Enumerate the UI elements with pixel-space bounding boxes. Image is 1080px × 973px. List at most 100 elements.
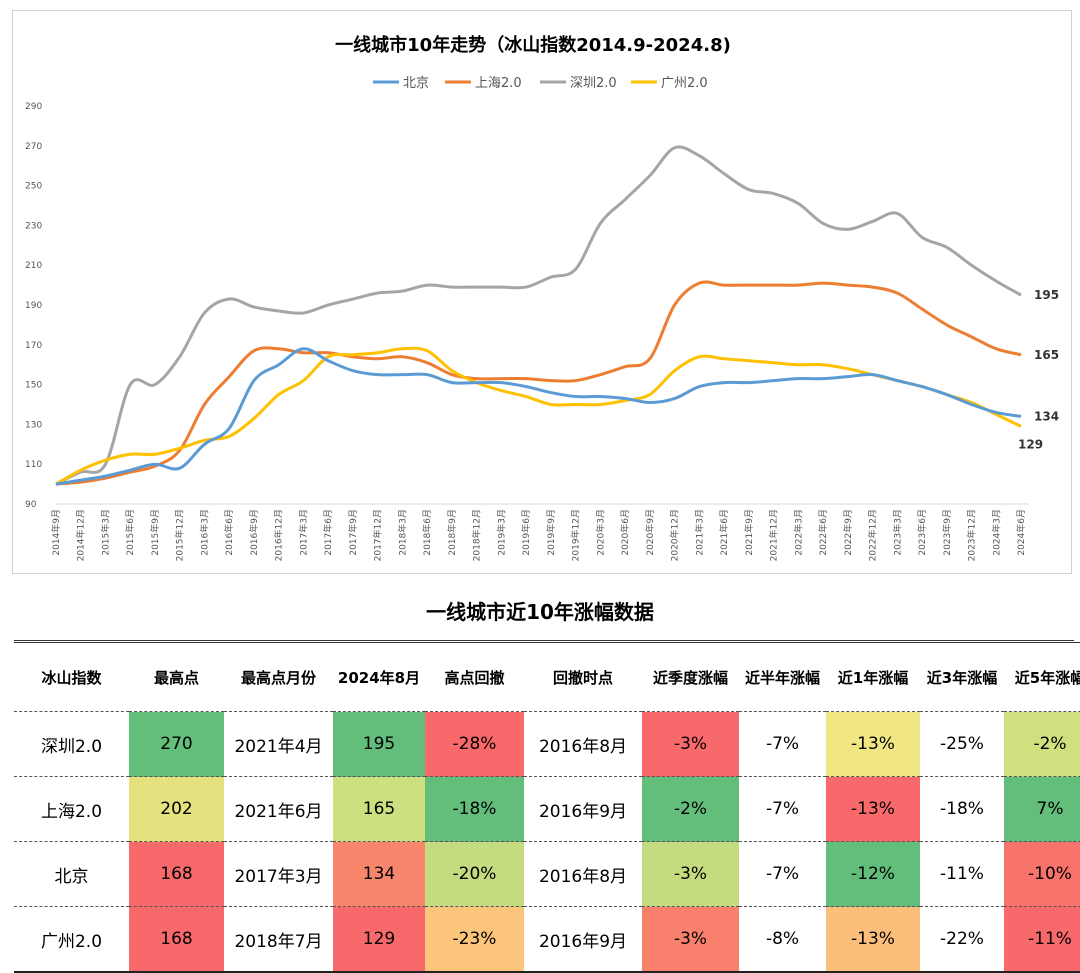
x-tick-label: 2017年6月 <box>322 509 334 556</box>
table-cell: 2016年9月 <box>524 906 642 973</box>
x-tick-label: 2023年9月 <box>941 509 953 556</box>
column-header: 2024年8月 <box>333 642 425 712</box>
y-tick-label: 150 <box>25 381 42 391</box>
table-body: 深圳2.0 270 2021年4月 195 -28% 2016年8月 -3% -7% -13% -… <box>14 711 1080 973</box>
table-cell: -3% <box>642 906 739 973</box>
series-line <box>55 347 1022 486</box>
column-header: 最高点 <box>129 642 224 712</box>
table-cell: -11% <box>920 841 1004 907</box>
plot-area: 195 165 129 134 <box>55 145 1059 486</box>
x-tick-label: 2015年6月 <box>124 509 136 556</box>
table-cell: -11% <box>1004 906 1080 973</box>
x-tick-label: 2015年3月 <box>99 509 111 556</box>
y-tick-label: 270 <box>25 142 42 152</box>
x-axis: 2014年9月 2014年12月 2015年3月 2015年6月 2015年9月 2015… <box>50 503 1029 561</box>
table-cell: -7% <box>739 776 826 842</box>
series-line <box>55 346 1022 486</box>
table-cell: 深圳2.0 <box>14 711 129 777</box>
legend-label: 北京 <box>403 76 429 91</box>
table-cell: 129 <box>333 906 425 973</box>
y-tick-label: 190 <box>25 301 42 311</box>
table-row: 上海2.0 202 2021年6月 165 -18% 2016年9月 -2% -7% -13% -… <box>14 776 1080 842</box>
x-tick-label: 2024年6月 <box>1015 509 1027 556</box>
x-tick-label: 2021年9月 <box>743 509 755 556</box>
table-cell: -8% <box>739 906 826 973</box>
table-cell: 7% <box>1004 776 1080 842</box>
table-cell: 广州2.0 <box>14 906 129 973</box>
table-top-rule <box>14 640 1074 641</box>
x-tick-label: 2017年3月 <box>297 509 309 556</box>
x-tick-label: 2023年12月 <box>966 509 978 561</box>
y-tick-label: 210 <box>25 261 42 271</box>
x-tick-label: 2020年3月 <box>594 509 606 556</box>
x-tick-label: 2014年9月 <box>50 509 62 556</box>
table-cell: -7% <box>739 841 826 907</box>
x-tick-label: 2020年12月 <box>669 509 681 561</box>
table-cell: 168 <box>129 906 224 973</box>
column-header: 近1年涨幅 <box>826 642 920 712</box>
chart-panel: 一线城市10年走势（冰山指数2014.9-2024.8) 北京 上海2.0 深圳2.… <box>12 10 1072 574</box>
x-tick-label: 2018年6月 <box>421 509 433 556</box>
x-tick-label: 2018年9月 <box>446 509 458 556</box>
series-end-label: 195 <box>1034 288 1059 302</box>
table-cell: 134 <box>333 841 425 907</box>
legend-label: 上海2.0 <box>475 76 522 91</box>
table-cell: -10% <box>1004 841 1080 907</box>
x-tick-label: 2022年9月 <box>842 509 854 556</box>
series-end-label: 129 <box>1018 437 1043 451</box>
x-tick-label: 2021年6月 <box>718 509 730 556</box>
table-cell: 北京 <box>14 841 129 907</box>
chart-title: 一线城市10年走势（冰山指数2014.9-2024.8) <box>335 34 731 56</box>
y-tick-label: 250 <box>25 182 42 192</box>
table-cell: -3% <box>642 711 739 777</box>
table-cell: -22% <box>920 906 1004 973</box>
x-tick-label: 2020年6月 <box>619 509 631 556</box>
data-table: 冰山指数 最高点 最高点月份 2024年8月 高点回撤 回撤时点 近季度涨幅 近半年涨幅 近1年… <box>14 642 1080 973</box>
x-tick-label: 2022年6月 <box>817 509 829 556</box>
column-header: 近5年涨幅 <box>1004 642 1080 712</box>
legend-label: 深圳2.0 <box>570 76 617 91</box>
table-cell: 2016年8月 <box>524 841 642 907</box>
table-cell: 165 <box>333 776 425 842</box>
table-cell: 270 <box>129 711 224 777</box>
x-tick-label: 2022年12月 <box>867 509 879 561</box>
table-cell: 2021年4月 <box>224 711 333 777</box>
table-cell: 2016年8月 <box>524 711 642 777</box>
y-tick-label: 290 <box>25 102 42 112</box>
x-tick-label: 2023年3月 <box>891 509 903 556</box>
chart-legend: 北京 上海2.0 深圳2.0 广州2.0 <box>373 76 708 91</box>
table-cell: -18% <box>425 776 524 842</box>
legend-label: 广州2.0 <box>661 76 708 91</box>
x-tick-label: 2018年3月 <box>396 509 408 556</box>
y-tick-label: 230 <box>25 221 42 231</box>
table-row: 北京 168 2017年3月 134 -20% 2016年8月 -3% -7% -12% -11%… <box>14 841 1080 907</box>
column-header: 冰山指数 <box>14 642 129 712</box>
table-cell: -13% <box>826 906 920 973</box>
column-header: 最高点月份 <box>224 642 333 712</box>
table-title: 一线城市近10年涨幅数据 <box>426 600 654 624</box>
table-cell: -18% <box>920 776 1004 842</box>
column-header: 高点回撤 <box>425 642 524 712</box>
table-cell: 195 <box>333 711 425 777</box>
column-header: 回撤时点 <box>524 642 642 712</box>
table-cell: 2016年9月 <box>524 776 642 842</box>
line-chart: 一线城市10年走势（冰山指数2014.9-2024.8) 北京 上海2.0 深圳2.… <box>25 34 1059 561</box>
table-cell: -20% <box>425 841 524 907</box>
series-line <box>55 280 1022 486</box>
table-cell: 上海2.0 <box>14 776 129 842</box>
y-tick-label: 130 <box>25 420 42 430</box>
x-tick-label: 2021年12月 <box>768 509 780 561</box>
table-row: 深圳2.0 270 2021年4月 195 -28% 2016年8月 -3% -7% -13% -… <box>14 711 1080 777</box>
table-cell: -12% <box>826 841 920 907</box>
x-tick-label: 2020年9月 <box>644 509 656 556</box>
x-tick-label: 2022年3月 <box>792 509 804 556</box>
table-cell: 202 <box>129 776 224 842</box>
table-cell: -23% <box>425 906 524 973</box>
y-tick-label: 170 <box>25 341 42 351</box>
x-tick-label: 2016年9月 <box>248 509 260 556</box>
x-tick-label: 2023年6月 <box>916 509 928 556</box>
table-cell: -7% <box>739 711 826 777</box>
x-tick-label: 2018年12月 <box>471 509 483 561</box>
series-end-label: 165 <box>1034 348 1059 362</box>
y-axis: 90 110 130 150 170 190 210 230 250 270 290 <box>25 102 42 510</box>
